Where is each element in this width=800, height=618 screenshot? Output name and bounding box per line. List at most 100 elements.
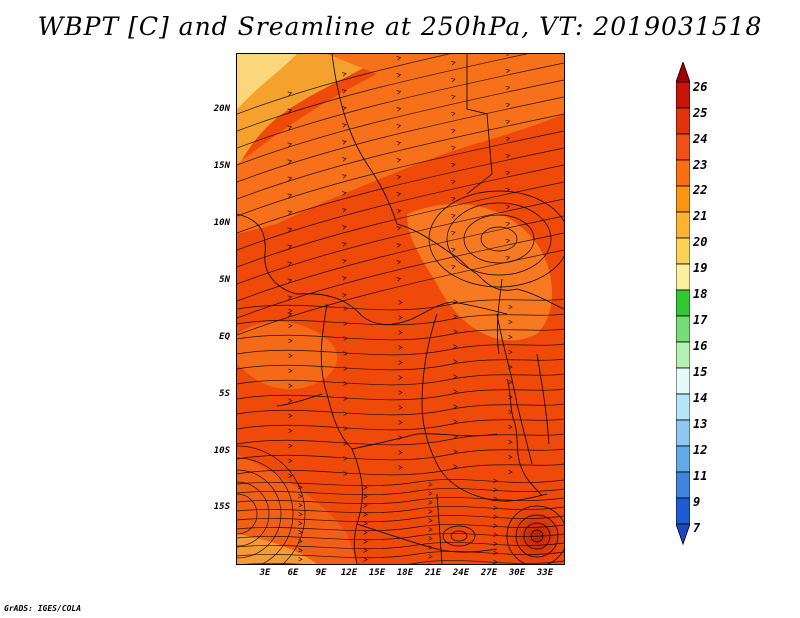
streamline [237,113,564,200]
streamline-arrow [342,140,347,145]
streamline-arrow [396,107,402,112]
streamline [237,313,564,326]
streamline-arrow [396,192,402,197]
colorbar-bin [676,471,690,499]
streamline-arrow [342,106,347,111]
streamline-arrow [508,304,513,310]
streamline-arrow [451,162,456,168]
colorbar-bin [676,341,690,369]
streamline-arrow [398,345,403,350]
colorbar-bin [676,263,690,291]
streamline [237,488,564,496]
streamline-arrow [508,454,513,460]
streamline-arrow [287,142,293,147]
lat-label-20n: 20N [213,104,230,114]
streamline-arrow [428,536,433,541]
streamline-arrow [508,349,513,355]
streamline-arrow [505,170,511,176]
streamline-arrow [493,550,498,556]
streamline [237,54,528,132]
colorbar-bin [676,133,690,161]
wbpt-streamline-map [237,54,564,564]
colorbar-label-13: 13 [693,417,708,431]
colorbar [676,62,690,546]
streamline-arrow [451,77,456,83]
lat-label-5n: 5N [219,275,230,285]
streamline-arrow [451,230,456,236]
streamline-arrow [287,91,293,96]
streamline-arrow [363,530,368,535]
lon-label-33e: 33E [536,568,554,578]
streamline-arrow [288,338,293,344]
streamline-arrow [453,404,458,409]
shading-warm-west [237,321,338,390]
streamline-arrow [451,196,456,202]
colorbar-bin [676,367,690,395]
lon-label-30e: 30E [508,568,526,578]
lon-label-6e: 6E [287,568,299,578]
colorbar-label-15: 15 [693,365,708,379]
streamline-arrow [451,145,456,151]
streamline-arrow [453,374,458,379]
streamline-arrow [363,485,368,490]
streamline [237,358,564,371]
streamline [237,481,270,547]
streamline-arrow [493,559,498,564]
streamline-arrow [363,557,368,562]
streamline-arrow [343,441,348,446]
streamline-arrow [288,458,293,464]
colorbar-label-9: 9 [693,495,701,509]
colorbar-label-24: 24 [693,132,708,146]
streamline-arrow [506,54,510,57]
streamline-arrow [287,227,293,232]
streamline [237,62,564,149]
lat-label-15s: 15S [213,502,230,512]
streamline-arrow [451,247,456,253]
streamline-arrow [288,428,293,434]
streamline-arrow [396,158,402,163]
streamline [237,418,564,431]
streamline-arrow [288,368,293,374]
colorbar-label-18: 18 [693,287,708,301]
shading-pale-corner [237,54,297,109]
streamline-arrow [298,512,303,517]
streamline-arrow [343,321,348,326]
streamline [237,493,258,535]
streamline-arrow [508,319,513,325]
streamline [237,198,564,285]
streamline-arrow [508,409,513,415]
streamline-arrow [342,174,347,179]
streamline-arrow [342,225,347,230]
streamline-arrow [505,119,511,125]
colorbar-bin [676,497,690,525]
streamline [237,130,564,217]
streamline [237,298,564,311]
streamline-arrow [505,153,511,159]
lat-label-10s: 10S [213,446,230,456]
streamline-arrow [453,464,458,469]
streamline-arrow [288,473,293,479]
streamline-arrow [396,243,402,248]
colorbar-label-12: 12 [693,443,708,457]
streamline-arrow [453,389,458,394]
cyclone-core [495,494,564,564]
colorbar-top-arrow [676,62,690,83]
streamline-arrow [398,420,403,425]
colorbar-label-21: 21 [693,209,708,223]
streamline-arrow [287,244,293,249]
streamline-arrow [428,500,433,505]
streamline-arrow [398,465,403,470]
streamline-arrow [287,176,293,181]
colorbar-bin [676,419,690,447]
streamline-arrow [287,108,293,113]
streamline-arrow [343,396,348,401]
lat-label-10n: 10N [213,218,230,228]
streamline-arrow [287,312,293,317]
streamline-arrow [398,375,403,380]
streamline-arrow [493,514,498,520]
streamline [237,542,564,550]
streamline-arrow [508,469,513,475]
streamline-arrow [508,334,513,340]
lon-label-18e: 18E [396,568,414,578]
streamline-arrow [508,394,513,400]
